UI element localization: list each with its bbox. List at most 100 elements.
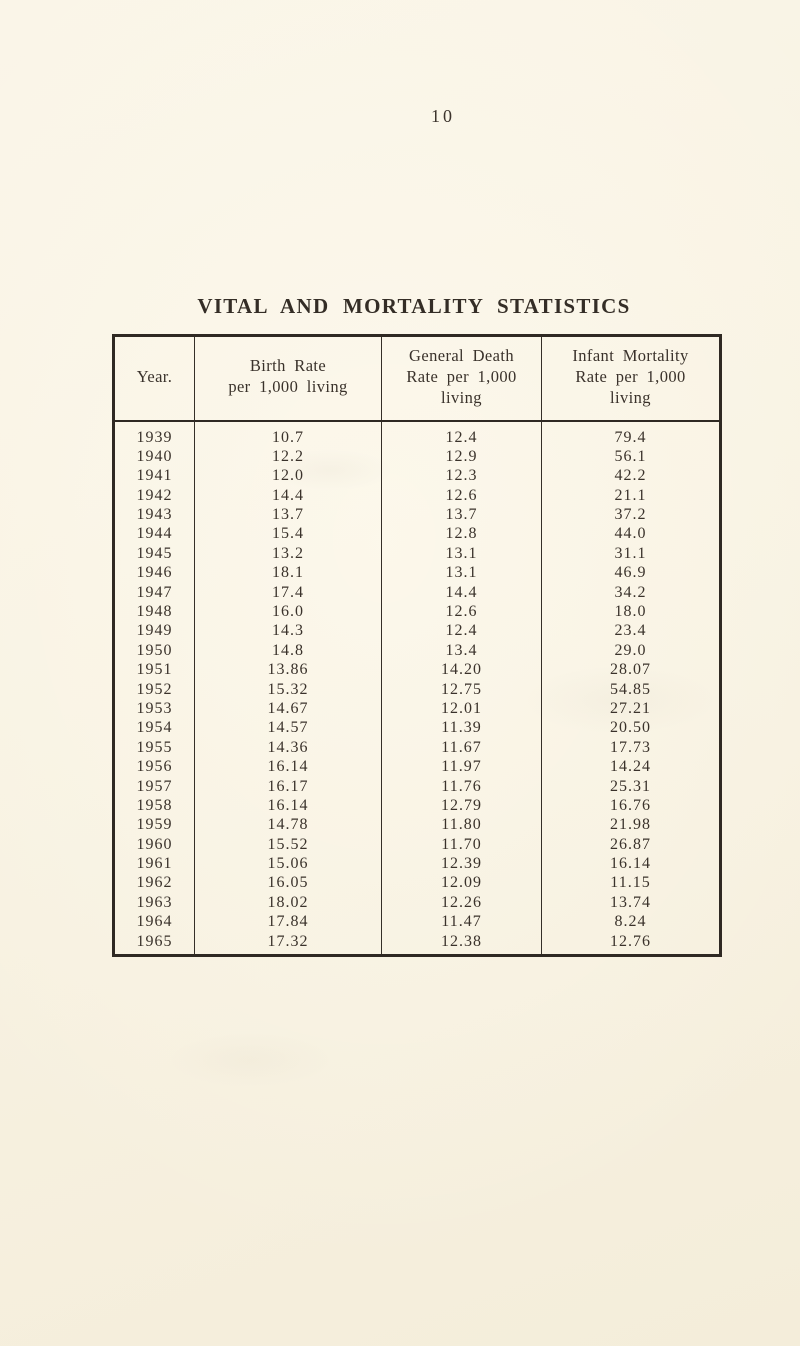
- birth-rate-cell: 17.4: [194, 582, 382, 602]
- birth-rate-cell: 16.14: [194, 757, 382, 777]
- year-cell: 1962: [136, 874, 173, 892]
- infant-mortality-cell: 16.76: [541, 795, 721, 816]
- page-title: VITAL AND MORTALITY STATISTICS: [197, 294, 631, 318]
- table-row: 1951 13.86 14.20 28.07: [114, 660, 721, 680]
- table-row: 1943 13.7 13.7 37.2: [114, 504, 721, 525]
- column-header-infant-mortality-rate: Infant Mortality Rate per 1,000 living: [541, 335, 721, 422]
- infant-mortality-cell: 21.1: [541, 485, 721, 505]
- infant-mortality-cell: 16.14: [541, 854, 721, 874]
- table-body: 1939 10.7 12.4 79.4 1940 12.2 12.9 56.1 …: [114, 420, 721, 956]
- year-cell: 1941: [136, 467, 173, 485]
- death-rate-cell: 14.20: [381, 660, 542, 680]
- birth-rate-cell: 15.32: [194, 679, 382, 699]
- birth-rate-cell: 16.17: [194, 776, 382, 796]
- death-rate-cell: 11.97: [381, 757, 542, 777]
- year-cell: 1958: [136, 796, 173, 814]
- year-cell: 1943: [136, 506, 173, 524]
- birth-rate-cell: 14.8: [194, 640, 382, 661]
- header-line: Infant Mortality: [572, 345, 689, 365]
- year-cell: 1956: [136, 758, 173, 776]
- year-cell: 1952: [136, 680, 173, 698]
- infant-mortality-cell: 13.74: [541, 892, 721, 913]
- year-cell: 1950: [136, 641, 173, 659]
- birth-rate-cell: 15.06: [194, 854, 382, 874]
- infant-mortality-cell: 14.24: [541, 757, 721, 777]
- table-row: 1947 17.4 14.4 34.2: [114, 582, 721, 602]
- table-row: 1957 16.17 11.76 25.31: [114, 776, 721, 796]
- infant-mortality-cell: 28.07: [541, 660, 721, 680]
- year-cell: 1965: [136, 932, 173, 950]
- year-cell: 1954: [136, 719, 173, 737]
- year-cell: 1949: [136, 622, 173, 640]
- infant-mortality-cell: 56.1: [541, 446, 721, 467]
- death-rate-cell: 12.09: [381, 873, 542, 893]
- birth-rate-cell: 13.2: [194, 543, 382, 564]
- year-cell: 1940: [136, 447, 173, 465]
- death-rate-cell: 12.79: [381, 795, 542, 816]
- death-rate-cell: 12.6: [381, 485, 542, 505]
- death-rate-cell: 13.4: [381, 640, 542, 661]
- infant-mortality-cell: 25.31: [541, 776, 721, 796]
- infant-mortality-cell: 23.4: [541, 621, 721, 641]
- header-line: General Death: [409, 345, 514, 365]
- infant-mortality-cell: 21.98: [541, 815, 721, 835]
- death-rate-cell: 12.9: [381, 446, 542, 467]
- table-row: 1942 14.4 12.6 21.1: [114, 485, 721, 505]
- header-line: living: [610, 387, 651, 407]
- table-row: 1953 14.67 12.01 27.21: [114, 698, 721, 719]
- year-cell: 1955: [136, 738, 173, 756]
- table-row: 1949 14.3 12.4 23.4: [114, 621, 721, 641]
- year-cell: 1946: [136, 564, 173, 582]
- table-row: 1962 16.05 12.09 11.15: [114, 873, 721, 893]
- table-row: 1940 12.2 12.9 56.1: [114, 446, 721, 467]
- birth-rate-cell: 14.57: [194, 718, 382, 738]
- birth-rate-cell: 14.78: [194, 815, 382, 835]
- infant-mortality-cell: 18.0: [541, 601, 721, 622]
- header-line: per 1,000 living: [228, 377, 348, 397]
- column-header-year: Year.: [113, 335, 195, 422]
- birth-rate-cell: 17.32: [194, 931, 382, 956]
- birth-rate-cell: 17.84: [194, 912, 382, 932]
- year-cell: 1939: [136, 428, 173, 446]
- header-line: Rate per 1,000: [406, 366, 517, 386]
- birth-rate-cell: 14.36: [194, 737, 382, 758]
- infant-mortality-cell: 79.4: [541, 420, 721, 447]
- table-row: 1956 16.14 11.97 14.24: [114, 757, 721, 777]
- table-row: 1944 15.4 12.8 44.0: [114, 524, 721, 544]
- birth-rate-cell: 14.3: [194, 621, 382, 641]
- column-header-general-death-rate: General Death Rate per 1,000 living: [381, 335, 542, 422]
- infant-mortality-cell: 17.73: [541, 737, 721, 758]
- infant-mortality-cell: 11.15: [541, 873, 721, 893]
- birth-rate-cell: 12.2: [194, 446, 382, 467]
- birth-rate-cell: 18.02: [194, 892, 382, 913]
- header-line: Birth Rate: [249, 356, 327, 376]
- page-number: 10: [431, 106, 455, 126]
- year-cell: 1945: [136, 544, 173, 562]
- death-rate-cell: 11.67: [381, 737, 542, 758]
- birth-rate-cell: 16.14: [194, 795, 382, 816]
- year-cell: 1964: [136, 913, 173, 931]
- infant-mortality-cell: 42.2: [541, 466, 721, 486]
- death-rate-cell: 11.39: [381, 718, 542, 738]
- infant-mortality-cell: 44.0: [541, 524, 721, 544]
- year-cell: 1961: [136, 855, 173, 873]
- death-rate-cell: 14.4: [381, 582, 542, 602]
- death-rate-cell: 12.01: [381, 698, 542, 719]
- header-line: living: [441, 387, 482, 407]
- header-line: Rate per 1,000: [575, 366, 686, 386]
- death-rate-cell: 11.80: [381, 815, 542, 835]
- infant-mortality-cell: 37.2: [541, 504, 721, 525]
- table-row: 1946 18.1 13.1 46.9: [114, 563, 721, 583]
- death-rate-cell: 11.47: [381, 912, 542, 932]
- header-line: Year.: [136, 366, 173, 386]
- death-rate-cell: 11.76: [381, 776, 542, 796]
- death-rate-cell: 12.6: [381, 601, 542, 622]
- year-cell: 1963: [136, 893, 173, 911]
- table-row: 1958 16.14 12.79 16.76: [114, 795, 721, 816]
- year-cell: 1947: [136, 583, 173, 601]
- death-rate-cell: 12.26: [381, 892, 542, 913]
- infant-mortality-cell: 12.76: [541, 931, 721, 956]
- infant-mortality-cell: 26.87: [541, 834, 721, 854]
- death-rate-cell: 12.3: [381, 466, 542, 486]
